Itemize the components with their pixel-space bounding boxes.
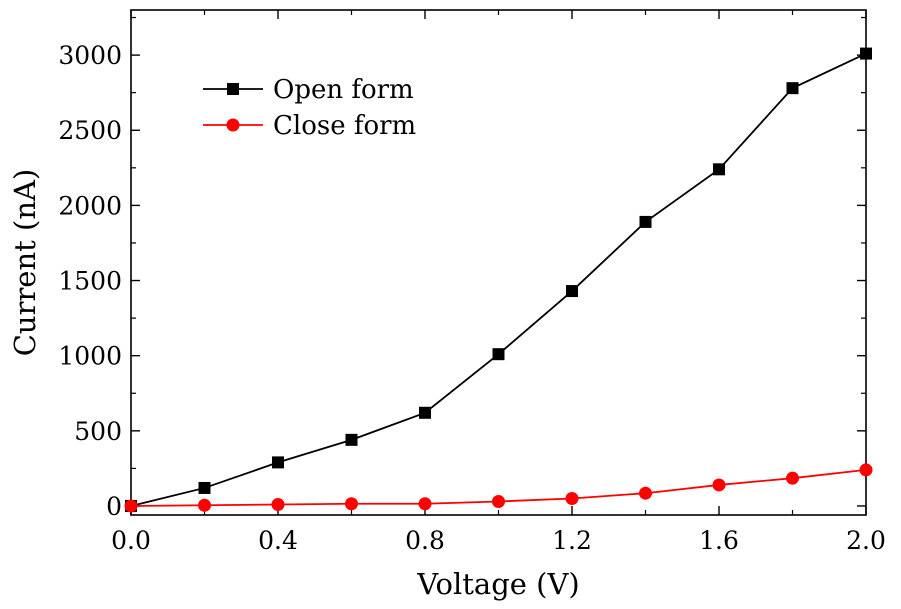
x-axis-title: Voltage (V) bbox=[416, 567, 579, 601]
axes: 0.0 0.4 0.8 1.2 1.6 2.0 0 500 1000 1500 2000 2500 30… bbox=[58, 9, 886, 555]
x-tick-label: 0.4 bbox=[258, 526, 298, 555]
open-form-line bbox=[130, 52, 867, 507]
open-form-point bbox=[860, 47, 872, 60]
plot-frame bbox=[130, 9, 867, 516]
legend-label-open-form: Open form bbox=[273, 75, 414, 105]
x-tick-label: 0.8 bbox=[405, 526, 445, 555]
close-form-point bbox=[418, 497, 432, 511]
legend-marker-open-form bbox=[227, 83, 239, 95]
legend: Open form Close form bbox=[203, 75, 416, 141]
close-form-point bbox=[271, 497, 285, 511]
x-tick-label: 2.0 bbox=[846, 526, 886, 555]
y-tick-label: 2500 bbox=[58, 116, 122, 145]
open-form-point bbox=[198, 481, 211, 494]
legend-marker-close-form bbox=[226, 118, 240, 132]
y-tick-label: 2000 bbox=[58, 191, 122, 220]
close-form-point bbox=[786, 471, 799, 485]
legend-label-close-form: Close form bbox=[273, 111, 416, 141]
x-tick-label: 1.6 bbox=[699, 526, 739, 555]
close-form-point bbox=[639, 486, 652, 500]
open-form-point bbox=[566, 285, 578, 298]
y-axis-title: Current (nA) bbox=[8, 169, 42, 357]
close-form-point bbox=[492, 494, 505, 508]
open-form-point bbox=[272, 456, 284, 469]
open-form-point bbox=[345, 433, 358, 446]
y-tick-label: 1500 bbox=[58, 267, 122, 296]
open-form-point bbox=[786, 82, 799, 95]
x-tick-label: 0.0 bbox=[111, 526, 151, 555]
close-form-point bbox=[198, 498, 211, 512]
y-tick-label: 0 bbox=[106, 492, 122, 521]
open-form-point bbox=[639, 215, 652, 228]
y-tick-label: 3000 bbox=[58, 41, 122, 70]
y-tick-label: 1000 bbox=[58, 342, 122, 371]
close-form-point bbox=[345, 497, 358, 511]
close-form-point bbox=[859, 463, 873, 477]
y-tick-label: 500 bbox=[74, 417, 122, 446]
close-form-point bbox=[124, 499, 138, 513]
open-form-point bbox=[492, 348, 505, 361]
open-form-point bbox=[419, 406, 431, 419]
open-form-point bbox=[713, 163, 725, 176]
series-layer bbox=[124, 47, 873, 513]
close-form-point bbox=[565, 491, 579, 505]
close-form-point bbox=[712, 478, 726, 492]
x-tick-label: 1.2 bbox=[552, 526, 592, 555]
